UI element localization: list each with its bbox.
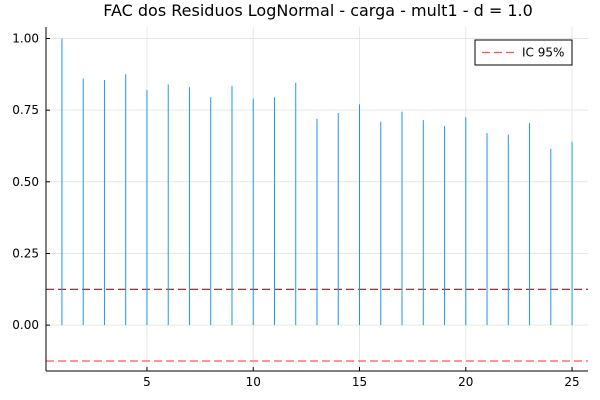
tick-label-layer: 5 10 15 20 25 0.00 0.25 0.50 0.75 1.00 bbox=[12, 31, 579, 389]
x-tick-label: 25 bbox=[564, 375, 579, 389]
legend: IC 95% bbox=[474, 39, 573, 66]
legend-label: IC 95% bbox=[522, 46, 564, 60]
x-tick-label: 5 bbox=[143, 375, 151, 389]
chart-title: FAC dos Residuos LogNormal - carga - mul… bbox=[103, 1, 533, 20]
axis-layer bbox=[45, 27, 588, 372]
y-tick-label: 1.00 bbox=[12, 31, 39, 45]
y-tick-label: 0.50 bbox=[12, 175, 39, 189]
stem-layer bbox=[61, 38, 573, 326]
y-tick-label: 0.00 bbox=[12, 318, 39, 332]
y-tick-label: 0.25 bbox=[12, 246, 39, 260]
x-tick-label: 10 bbox=[246, 375, 261, 389]
x-tick-label: 15 bbox=[352, 375, 367, 389]
legend-box bbox=[474, 39, 573, 66]
x-tick-label: 20 bbox=[458, 375, 473, 389]
y-tick-label: 0.75 bbox=[12, 103, 39, 117]
